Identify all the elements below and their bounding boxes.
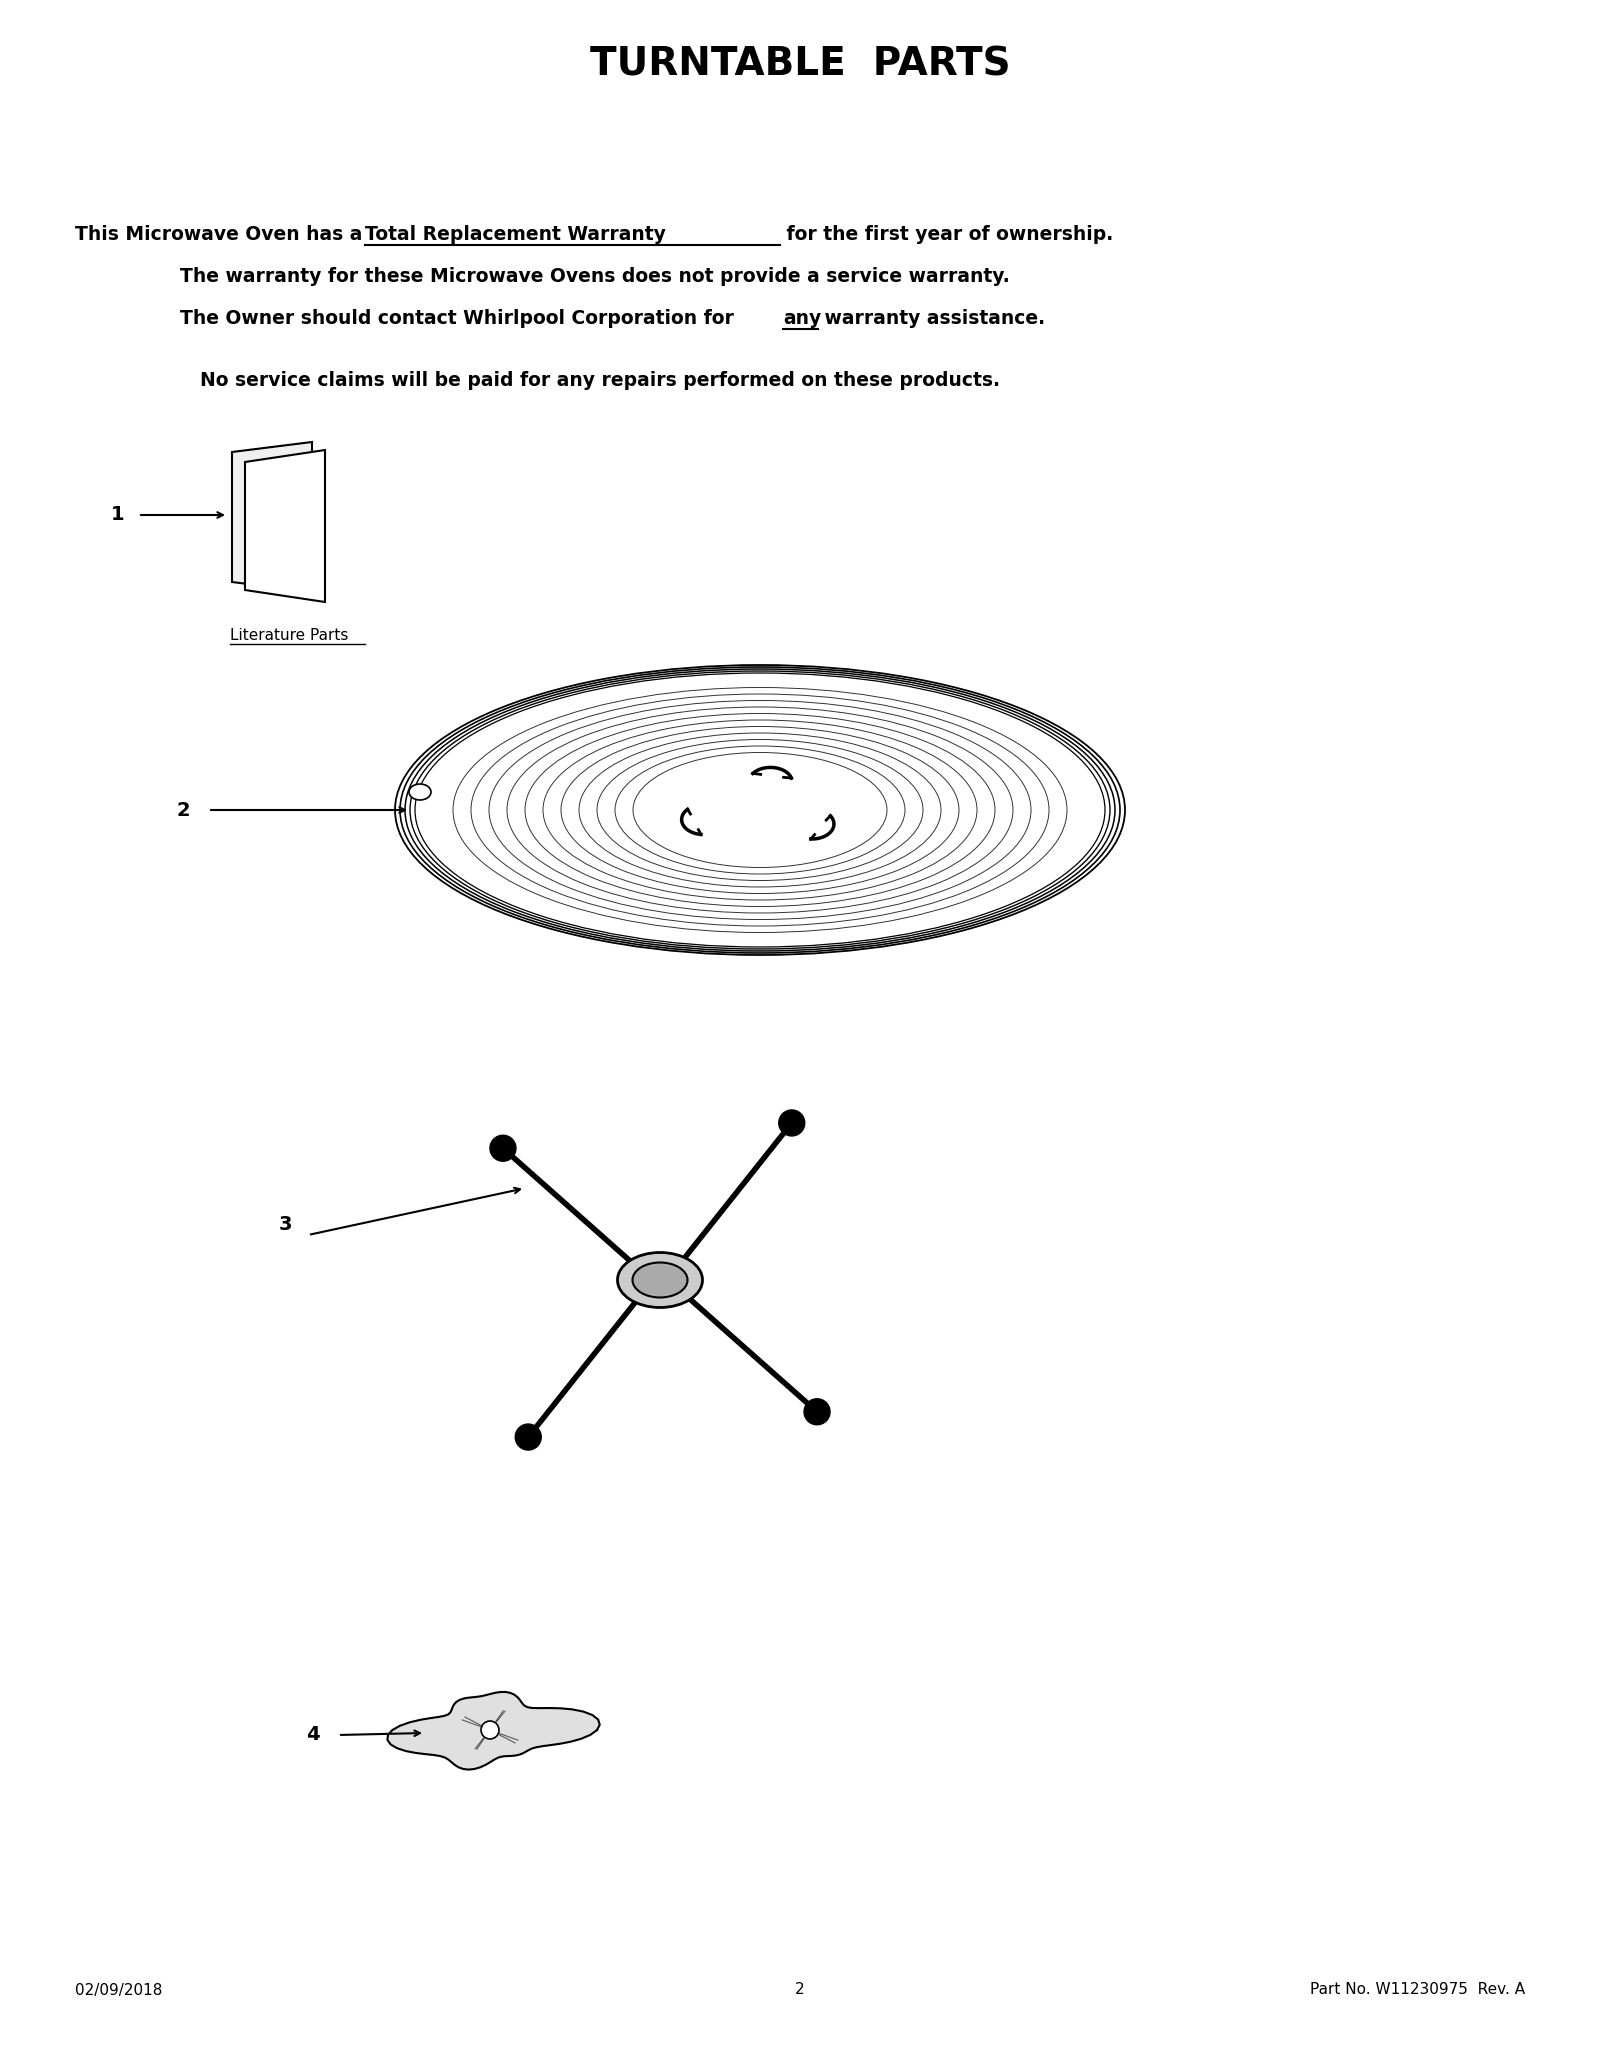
- Text: 3: 3: [278, 1215, 291, 1234]
- Text: warranty assistance.: warranty assistance.: [818, 310, 1045, 329]
- Ellipse shape: [618, 1252, 702, 1308]
- Polygon shape: [232, 443, 312, 592]
- Polygon shape: [387, 1691, 600, 1770]
- Text: 02/09/2018: 02/09/2018: [75, 1983, 162, 1998]
- Text: Part No. W11230975  Rev. A: Part No. W11230975 Rev. A: [1310, 1983, 1525, 1998]
- Circle shape: [482, 1720, 499, 1739]
- Text: No service claims will be paid for any repairs performed on these products.: No service claims will be paid for any r…: [200, 371, 1000, 391]
- Text: The warranty for these Microwave Ovens does not provide a service warranty.: The warranty for these Microwave Ovens d…: [179, 267, 1010, 286]
- Text: 2: 2: [795, 1983, 805, 1998]
- Circle shape: [515, 1424, 541, 1451]
- Polygon shape: [245, 449, 325, 602]
- Text: This Microwave Oven has a: This Microwave Oven has a: [75, 226, 370, 244]
- Ellipse shape: [410, 785, 430, 799]
- Text: TURNTABLE  PARTS: TURNTABLE PARTS: [590, 46, 1010, 85]
- Text: Total Replacement Warranty: Total Replacement Warranty: [365, 226, 666, 244]
- Text: any: any: [782, 310, 821, 329]
- Text: 4: 4: [306, 1726, 320, 1745]
- Text: Literature Parts: Literature Parts: [230, 627, 349, 642]
- Circle shape: [779, 1110, 805, 1136]
- Text: The Owner should contact Whirlpool Corporation for: The Owner should contact Whirlpool Corpo…: [179, 310, 741, 329]
- Circle shape: [805, 1399, 830, 1424]
- Text: for the first year of ownership.: for the first year of ownership.: [781, 226, 1114, 244]
- Text: 2: 2: [176, 801, 190, 820]
- Ellipse shape: [632, 1263, 688, 1298]
- Circle shape: [490, 1134, 515, 1161]
- Text: 1: 1: [110, 505, 125, 524]
